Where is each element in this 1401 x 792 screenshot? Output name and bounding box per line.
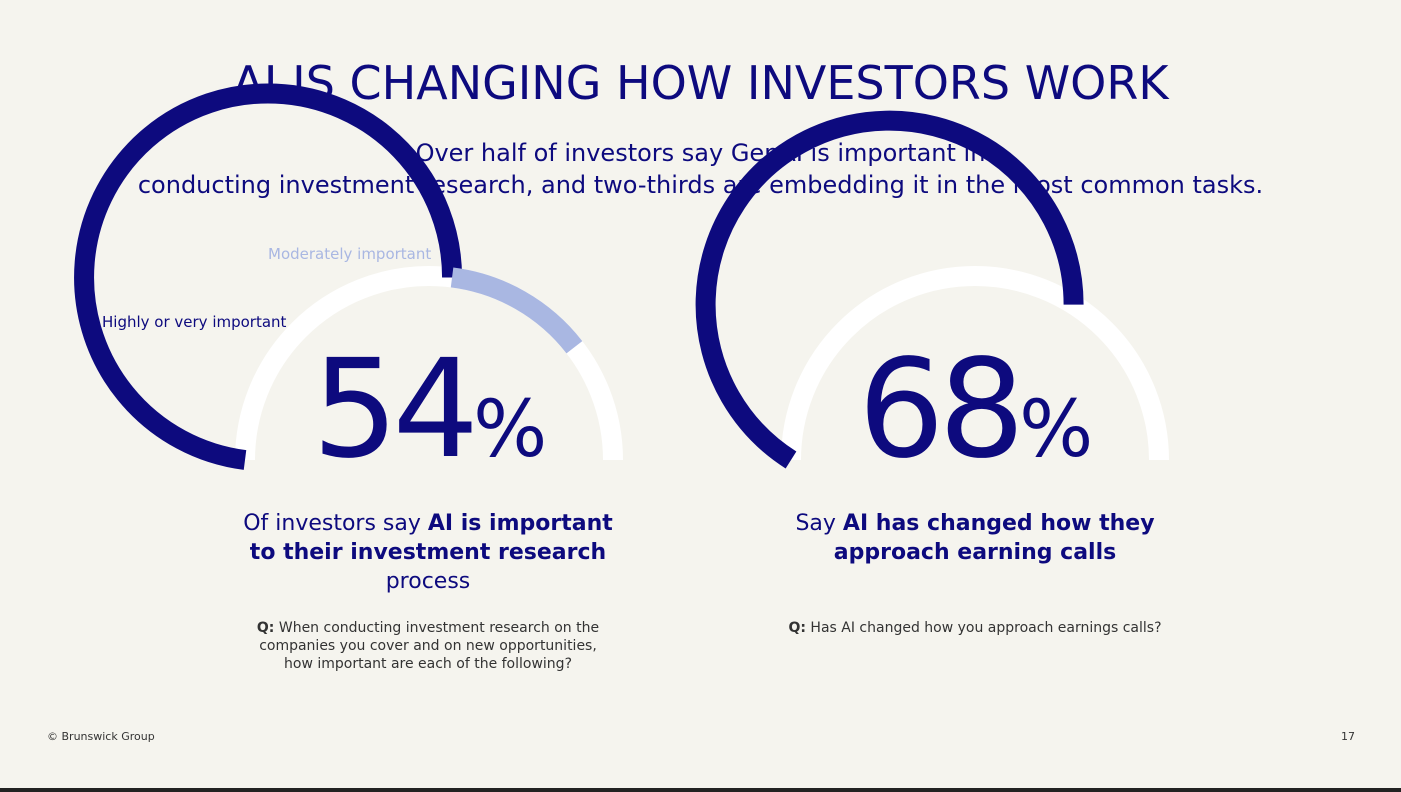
big-number-right: 68% xyxy=(858,342,1093,478)
legend-moderately-important: Moderately important xyxy=(268,245,432,263)
question-right: Q: Has AI changed how you approach earni… xyxy=(770,619,1180,637)
gauge-segment-moderately-important xyxy=(450,267,583,354)
bottom-bar xyxy=(0,788,1401,792)
big-number-left-unit: % xyxy=(473,385,548,475)
question-left-text: When conducting investment research on t… xyxy=(259,620,600,672)
caption-left-bold: AI is important to their investment rese… xyxy=(249,511,613,565)
question-right-text: Has AI changed how you approach earnings… xyxy=(805,620,1162,636)
caption-right-bold: AI has changed how they approach earning… xyxy=(833,511,1155,565)
big-number-left: 54% xyxy=(312,342,547,478)
caption-right-pre: Say xyxy=(795,511,843,536)
caption-left: Of investors say AI is important to thei… xyxy=(238,509,618,596)
gauge-segment-highly-important xyxy=(74,83,463,470)
legend-highly-important: Highly or very important xyxy=(102,313,287,331)
gauge-track xyxy=(235,266,623,461)
gauge-track xyxy=(781,266,1169,461)
caption-left-pre: Of investors say xyxy=(243,511,428,536)
gauge-chart-right xyxy=(695,110,1173,470)
caption-right: Say AI has changed how they approach ear… xyxy=(795,509,1155,567)
subtitle-line-1: Over half of investors say GenAI is impo… xyxy=(415,139,986,167)
question-right-prefix: Q: xyxy=(788,620,806,636)
question-left-prefix: Q: xyxy=(256,620,275,636)
caption-left-post: process xyxy=(385,569,471,594)
page-title: AI IS CHANGING HOW INVESTORS WORK xyxy=(232,56,1169,110)
footer-copyright: © Brunswick Group xyxy=(47,730,155,743)
question-left: Q: When conducting investment research o… xyxy=(248,619,608,673)
subtitle-line-2: conducting investment research, and two-… xyxy=(137,171,1264,199)
big-number-right-unit: % xyxy=(1019,385,1094,475)
big-number-left-value: 54 xyxy=(312,331,479,489)
gauge-chart-left xyxy=(74,83,627,470)
gauge-svg-right xyxy=(695,110,1169,469)
big-number-right-value: 68 xyxy=(858,331,1025,489)
gauge-segment-changed xyxy=(695,110,1084,469)
page-number: 17 xyxy=(1341,730,1355,743)
subtitle: Over half of investors say GenAI is impo… xyxy=(0,137,1401,201)
gauge-svg-left xyxy=(74,83,623,470)
